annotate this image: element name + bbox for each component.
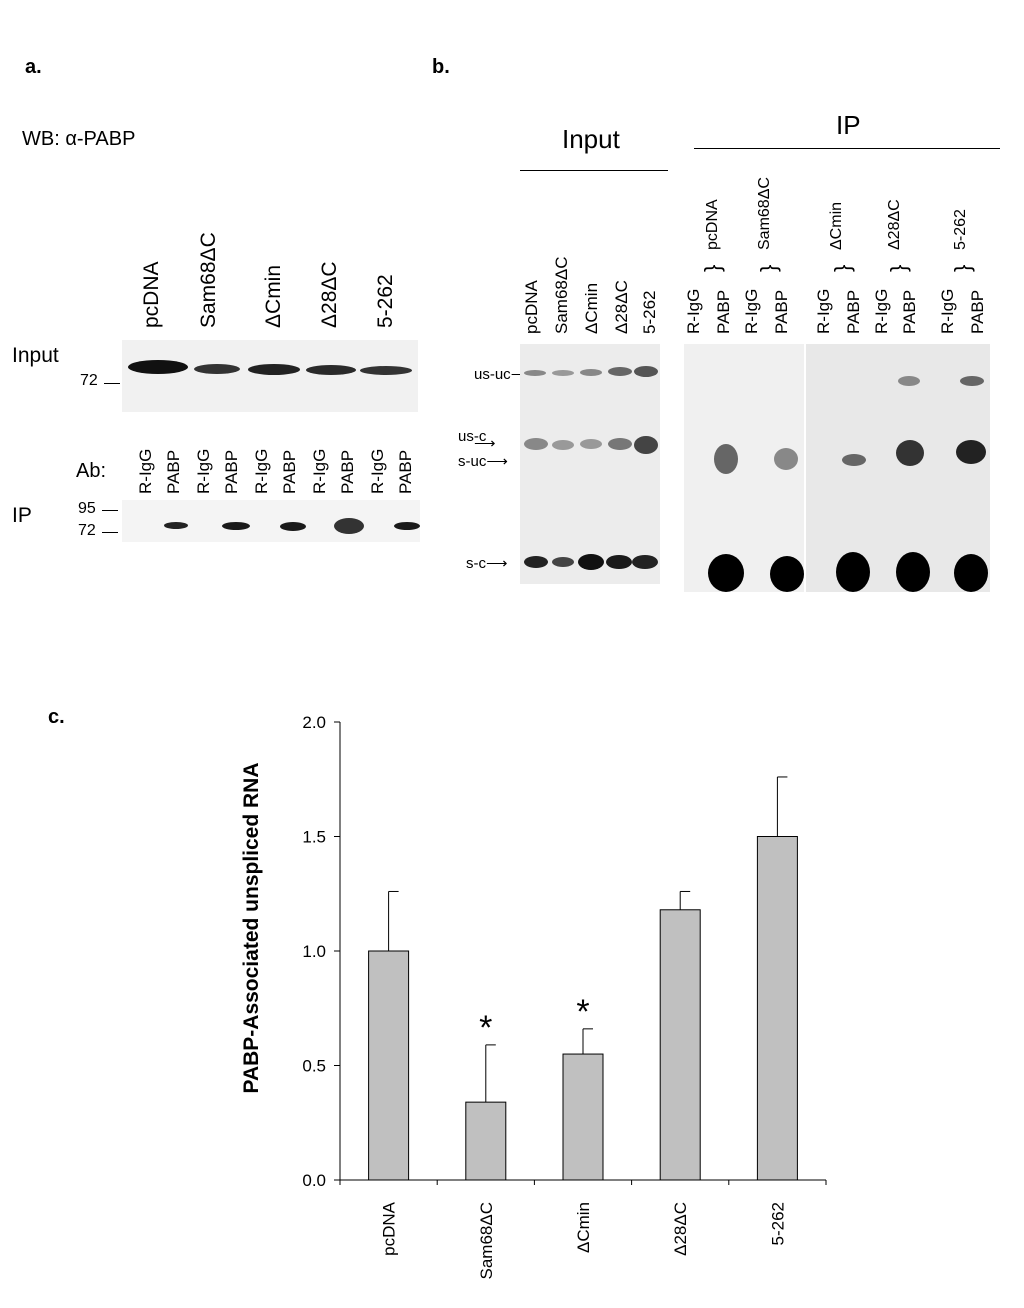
ip-band [394,522,420,530]
input-gel [520,344,660,584]
band-label-text: us-uc [474,366,511,383]
gel-band [634,366,658,377]
input-band [128,360,188,374]
y-tick-label: 0.0 [302,1171,326,1190]
gel-band [774,448,798,470]
gel-band [954,554,988,592]
ip-band [334,518,364,534]
band-label-text: s-uc [458,453,487,470]
ip-header-line [694,148,1000,149]
ip-blot-a [122,500,420,542]
gel-band [708,554,744,592]
marker-72-ip-tick [102,532,118,533]
gel-band [898,376,920,386]
gel-band [552,370,574,376]
arrow-right-icon: ⟶ [474,435,496,452]
input-band [306,365,356,375]
bar [659,909,701,1181]
input-blot [122,340,418,412]
marker-95-ip-tick [102,510,118,511]
arrow-right-icon: ⟶ [486,555,508,572]
ip-row-label: IP [12,504,32,527]
ip-gel-right [806,344,990,592]
gel-band [836,552,870,592]
ip-band [222,522,250,530]
gel-band [580,439,602,449]
arrow-right-icon: ⟶ [486,453,508,470]
gel-band [770,556,804,592]
bar [368,950,410,1181]
band-label-text: s-c [466,555,486,572]
ip-header: IP [836,110,861,140]
input-header: Input [562,124,620,154]
gel-band [608,367,632,376]
gel-band [606,555,632,569]
gel-band [634,436,658,454]
gel-band [632,555,658,569]
ab-row-label: Ab: [76,460,107,482]
input-header-line [520,170,668,171]
x-tick-label: 5-262 [768,1202,787,1245]
y-tick-label: 2.0 [302,713,326,732]
marker-72-ip: 72 [78,522,96,539]
x-tick-label: Δ28ΔC [671,1202,690,1256]
marker-72-input-tick [104,383,120,384]
gel-band [552,557,574,567]
wb-label: WB: α-PABP [22,128,136,150]
band-label-s-c: s-c⟶ [466,554,508,572]
marker-72-input: 72 [80,372,98,389]
gel-band [842,454,866,466]
y-tick-label: 1.0 [302,942,326,961]
gel-band [524,438,548,450]
panel-b-letter: b. [432,56,450,78]
bar [465,1101,507,1181]
y-tick-label: 0.5 [302,1057,326,1076]
gel-band [524,370,546,376]
y-tick-label: 1.5 [302,828,326,847]
marker-95-ip: 95 [78,500,96,517]
significance-marker: * [576,993,589,1031]
x-tick-label: pcDNA [380,1201,399,1256]
input-band [194,364,240,374]
panel-a-letter: a. [25,56,42,78]
significance-marker: * [479,1009,492,1047]
gel-band [956,440,986,464]
ip-band [280,522,306,531]
y-axis-title: PABP-Associated unspliced RNA [240,762,263,1093]
gel-band [960,376,984,386]
band-label-text: us-c [458,428,487,445]
bar [562,1053,604,1181]
gel-band [714,444,738,474]
gel-band [524,556,548,568]
gel-band [578,554,604,570]
gel-band [896,552,930,592]
band-label-s-uc: s-uc⟶ [458,452,508,470]
x-tick-label: Sam68ΔC [477,1202,496,1280]
gel-band [552,440,574,450]
bar [756,836,798,1181]
input-row-label: Input [12,344,59,367]
band-label-us-c: us-c [458,428,486,445]
x-tick-label: ΔCmin [574,1202,593,1253]
gel-band [896,440,924,466]
gel-band [580,369,602,376]
ip-band [164,522,188,529]
ip-gel-left [684,344,804,592]
gel-band [608,438,632,450]
panel-c-letter: c. [48,706,65,728]
input-band [248,364,300,375]
input-band [360,366,412,375]
